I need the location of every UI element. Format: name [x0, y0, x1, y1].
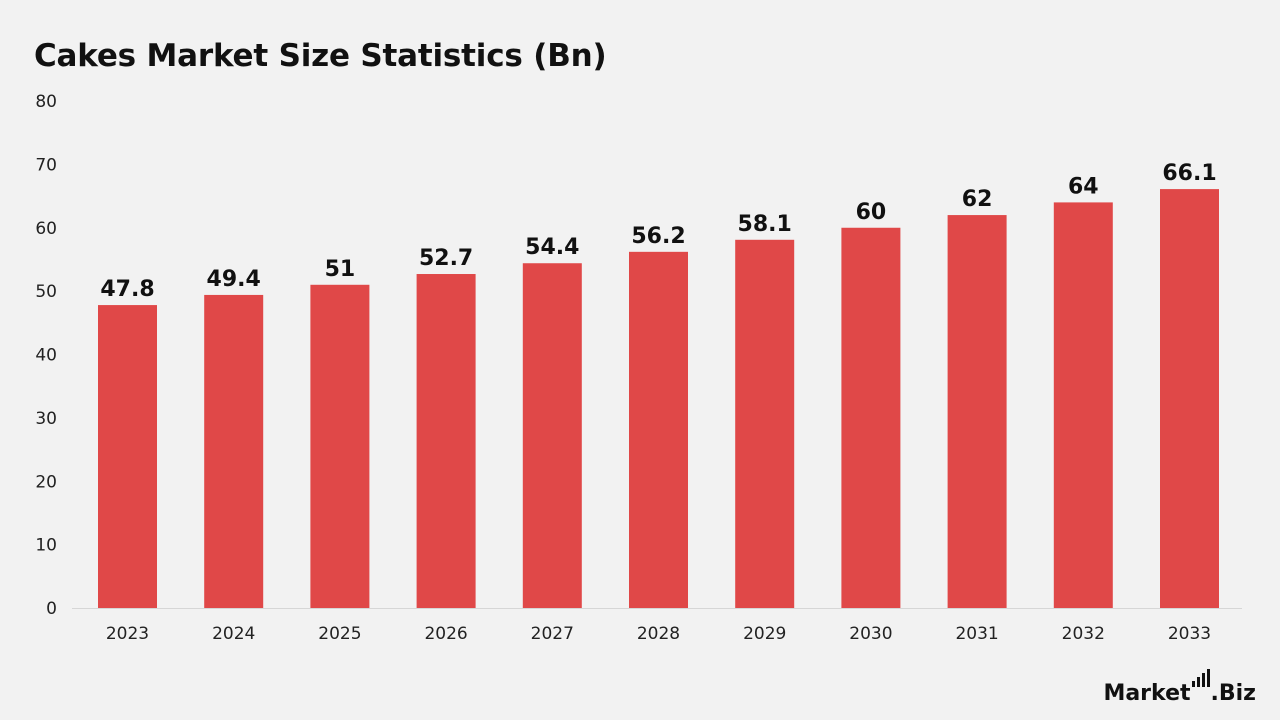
x-tick-label: 2026 [424, 624, 467, 644]
x-tick-label: 2033 [1168, 624, 1211, 644]
brand-name-part2: .Biz [1210, 681, 1256, 706]
bar-2029 [735, 239, 795, 608]
bar-2031 [947, 215, 1007, 608]
data-label: 52.7 [419, 246, 473, 271]
y-tick-label: 10 [35, 536, 57, 556]
data-label: 66.1 [1162, 161, 1216, 186]
x-tick-label: 2024 [212, 624, 255, 644]
data-label: 64 [1068, 174, 1099, 199]
x-tick-label: 2030 [849, 624, 892, 644]
y-tick-label: 50 [35, 282, 57, 302]
bar-2027 [522, 263, 582, 608]
x-tick-label: 2032 [1062, 624, 1105, 644]
x-tick-label: 2023 [106, 624, 149, 644]
y-tick-label: 70 [35, 155, 57, 175]
bar-2024 [204, 294, 264, 608]
bar-2026 [416, 274, 476, 608]
data-label: 54.4 [525, 235, 579, 260]
x-axis: 2023 2024 2025 2026 2027 2028 2029 2030 2031 2032… [106, 624, 1211, 644]
bar-2025 [310, 284, 370, 608]
y-tick-label: 0 [46, 599, 57, 619]
chart-title: Cakes Market Size Statistics (Bn) [34, 38, 607, 74]
brand-name-part1: Market [1103, 681, 1191, 706]
bar-2028 [629, 251, 688, 608]
data-label: 62 [962, 187, 993, 212]
y-tick-label: 30 [35, 409, 57, 429]
x-tick-label: 2029 [743, 624, 786, 644]
brand-logo: Market .Biz [1103, 669, 1256, 706]
data-label: 47.8 [100, 277, 154, 302]
y-tick-label: 20 [35, 472, 57, 492]
bar-2032 [1053, 202, 1113, 608]
data-label: 60 [856, 200, 887, 225]
x-tick-label: 2031 [955, 624, 998, 644]
data-label: 51 [325, 257, 356, 282]
x-tick-label: 2025 [318, 624, 361, 644]
data-label: 49.4 [207, 267, 261, 292]
y-tick-label: 80 [35, 92, 57, 112]
y-tick-label: 40 [35, 346, 57, 366]
y-axis: 0 10 20 30 40 50 60 70 80 [35, 92, 57, 619]
bars-group [98, 189, 1219, 608]
data-label: 58.1 [738, 212, 792, 237]
data-labels-group: 47.8 49.4 51 52.7 54.4 56.2 58.1 60 62 64 66.1 [100, 161, 1216, 302]
x-tick-label: 2028 [637, 624, 680, 644]
bar-2030 [841, 227, 901, 608]
bar-2033 [1160, 189, 1219, 608]
data-label: 56.2 [631, 224, 685, 249]
y-tick-label: 60 [35, 219, 57, 239]
bar-chart-logo-icon [1191, 669, 1210, 687]
x-tick-label: 2027 [531, 624, 574, 644]
bar-2023 [98, 305, 157, 608]
